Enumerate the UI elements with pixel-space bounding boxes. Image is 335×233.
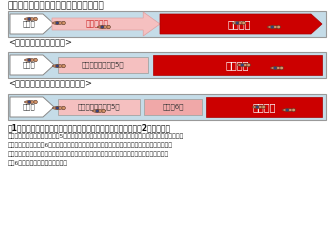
FancyBboxPatch shape xyxy=(206,97,322,117)
Text: クロールの泳ぎ出しまでの基本局面構造: クロールの泳ぎ出しまでの基本局面構造 xyxy=(8,1,105,10)
Ellipse shape xyxy=(52,22,64,24)
Ellipse shape xyxy=(92,110,104,112)
Text: けのび: けのび xyxy=(23,104,36,110)
Circle shape xyxy=(34,100,37,104)
Circle shape xyxy=(262,105,265,109)
Text: <バタフライキック条件>: <バタフライキック条件> xyxy=(8,38,72,47)
Ellipse shape xyxy=(24,101,36,103)
Text: バタ足6回: バタ足6回 xyxy=(162,104,184,110)
Text: バタフライキック5回: バタフライキック5回 xyxy=(78,104,120,110)
Text: 称：6ビートクロール）に基づく。: 称：6ビートクロール）に基づく。 xyxy=(8,160,68,166)
Text: を泳ぎ出す前にバタ足6回を追加する試技内容である。バタフライキックの回数は泳ぎ出しの際の: を泳ぎ出す前にバタ足6回を追加する試技内容である。バタフライキックの回数は泳ぎ出… xyxy=(8,142,173,147)
Circle shape xyxy=(62,64,65,68)
Ellipse shape xyxy=(56,107,59,109)
Ellipse shape xyxy=(256,106,259,108)
Ellipse shape xyxy=(27,101,31,103)
Ellipse shape xyxy=(285,109,289,111)
Ellipse shape xyxy=(270,67,282,69)
FancyBboxPatch shape xyxy=(153,55,322,75)
Text: 図1：クロールの泳ぎ出しまでの基本局面構造と実験で検証した2条件の内容: 図1：クロールの泳ぎ出しまでの基本局面構造と実験で検証した2条件の内容 xyxy=(8,123,171,132)
Circle shape xyxy=(292,108,295,112)
Polygon shape xyxy=(160,14,322,34)
Ellipse shape xyxy=(267,26,279,28)
Circle shape xyxy=(242,21,245,25)
Ellipse shape xyxy=(27,18,31,20)
Circle shape xyxy=(62,21,65,25)
Circle shape xyxy=(34,17,37,21)
Text: <バタフライキックーバタ足条件>: <バタフライキックーバタ足条件> xyxy=(8,79,92,88)
Text: クロール: クロール xyxy=(227,19,251,29)
Ellipse shape xyxy=(24,59,36,62)
Polygon shape xyxy=(10,14,54,34)
Circle shape xyxy=(280,66,283,70)
Ellipse shape xyxy=(56,65,59,67)
Ellipse shape xyxy=(52,65,64,67)
Text: 両条件ともにバタフライキック5回までは同じであるが，「バタフライキックーバタ足」条件はクロール: 両条件ともにバタフライキック5回までは同じであるが，「バタフライキックーバタ足」… xyxy=(8,133,184,139)
Polygon shape xyxy=(10,97,54,117)
Ellipse shape xyxy=(274,67,277,69)
Polygon shape xyxy=(52,12,160,36)
Circle shape xyxy=(247,63,250,67)
Circle shape xyxy=(62,106,65,110)
FancyBboxPatch shape xyxy=(8,52,326,78)
Circle shape xyxy=(102,109,105,113)
Ellipse shape xyxy=(97,26,109,28)
Ellipse shape xyxy=(56,22,59,24)
Ellipse shape xyxy=(241,64,244,66)
Circle shape xyxy=(277,25,280,29)
Ellipse shape xyxy=(252,106,264,108)
Ellipse shape xyxy=(232,22,244,24)
Ellipse shape xyxy=(100,26,104,28)
Text: けのび: けのび xyxy=(23,62,36,68)
Text: 一般的なキックの回数に基づいており、クロールの左右ひとかき中に使用するキックの回数（通: 一般的なキックの回数に基づいており、クロールの左右ひとかき中に使用するキックの回… xyxy=(8,151,169,157)
Ellipse shape xyxy=(27,59,31,61)
Text: クロール: クロール xyxy=(226,60,249,70)
Text: けのび: けのび xyxy=(23,21,36,27)
FancyBboxPatch shape xyxy=(58,57,148,73)
FancyBboxPatch shape xyxy=(8,94,326,120)
Text: バタフライキック5回: バタフライキック5回 xyxy=(82,62,124,68)
Polygon shape xyxy=(10,55,54,75)
Ellipse shape xyxy=(271,26,274,28)
Ellipse shape xyxy=(238,64,249,66)
FancyBboxPatch shape xyxy=(58,99,140,115)
Circle shape xyxy=(34,58,37,62)
Circle shape xyxy=(107,25,110,29)
FancyBboxPatch shape xyxy=(8,11,326,37)
Ellipse shape xyxy=(236,22,239,24)
Ellipse shape xyxy=(95,110,99,112)
Ellipse shape xyxy=(52,107,64,110)
Text: クロール: クロール xyxy=(252,102,276,112)
Ellipse shape xyxy=(24,18,36,21)
FancyBboxPatch shape xyxy=(144,99,202,115)
Text: 水中キック: 水中キック xyxy=(86,20,109,28)
Ellipse shape xyxy=(282,109,293,111)
